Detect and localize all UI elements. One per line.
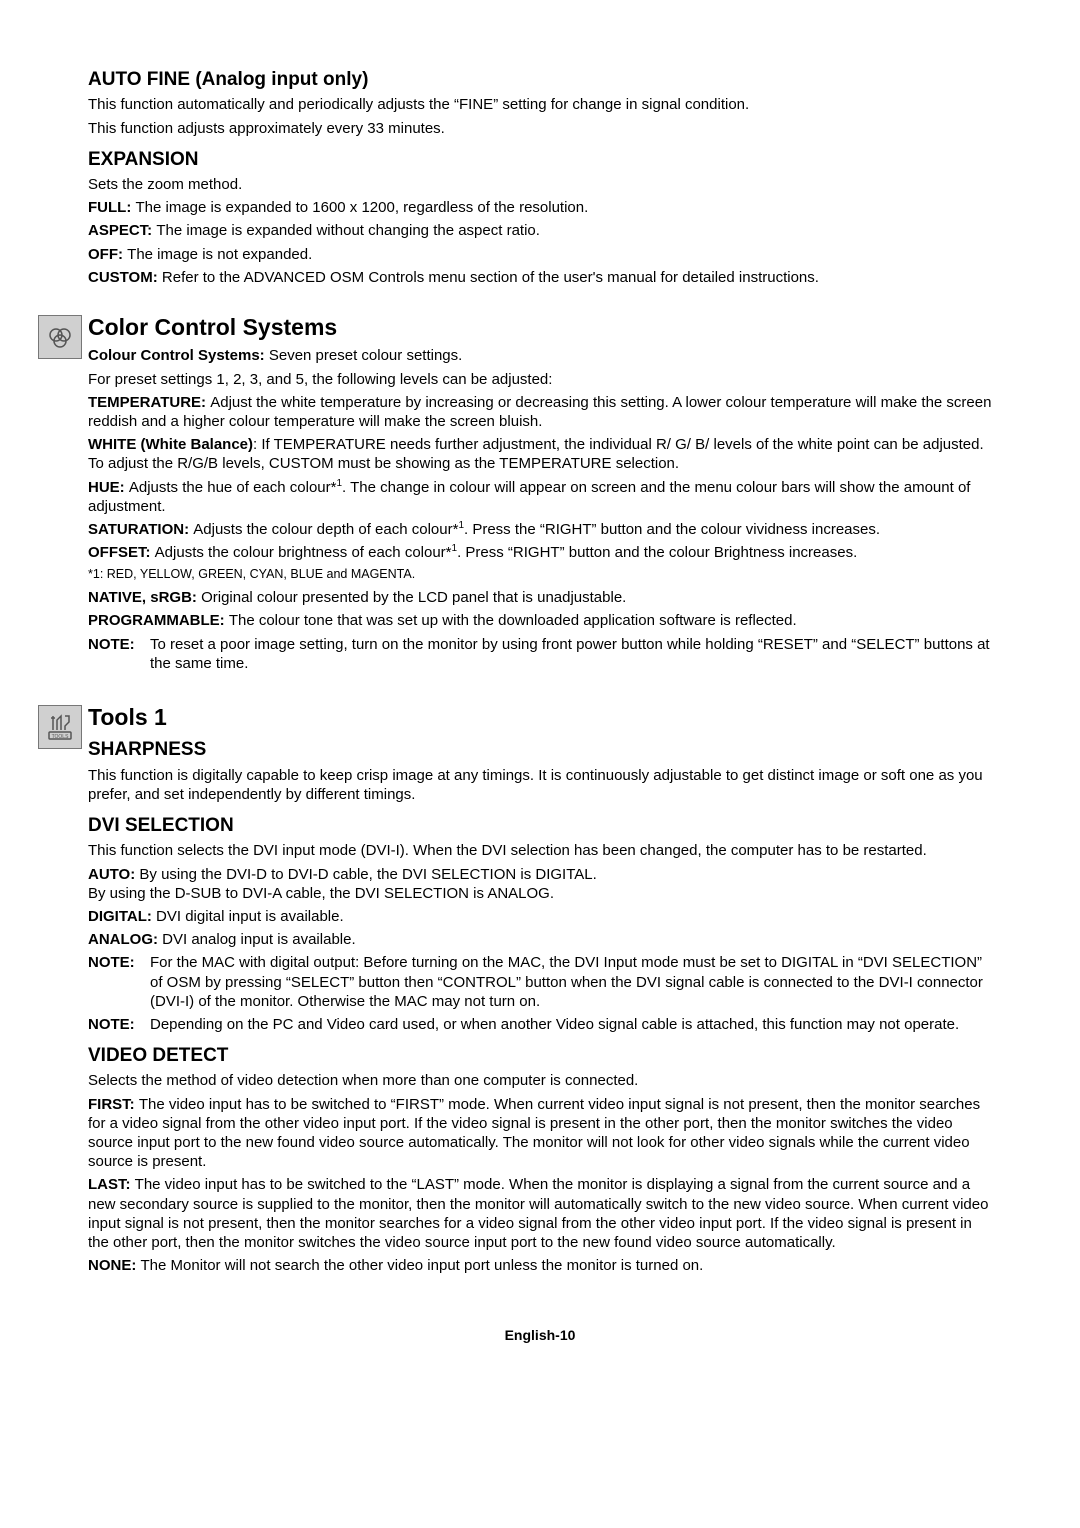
row-white: WHITE (White Balance): If TEMPERATURE ne… [88, 435, 992, 473]
label-white: WHITE (White Balance) [88, 436, 253, 453]
label-ccs: Colour Control Systems: [88, 347, 269, 364]
text-digital: DVI digital input is available. [156, 908, 344, 925]
label-hue: HUE: [88, 479, 129, 496]
row-analog: ANALOG: DVI analog input is available. [88, 930, 992, 949]
row-programmable: PROGRAMMABLE: The colour tone that was s… [88, 611, 992, 630]
heading-dvisel: DVI SELECTION [88, 814, 992, 838]
heading-sharpness: SHARPNESS [88, 738, 992, 762]
label-native: NATIVE, sRGB: [88, 589, 201, 606]
heading-color: Color Control Systems [88, 313, 992, 342]
label-last: LAST: [88, 1176, 135, 1193]
text-autofine-1: This function automatically and periodic… [88, 95, 992, 114]
row-custom: CUSTOM: Refer to the ADVANCED OSM Contro… [88, 268, 992, 287]
section-tools: TOOLS Tools 1 SHARPNESS This function is… [88, 703, 992, 1279]
icon-col-tools: TOOLS [32, 703, 88, 749]
text-none: The Monitor will not search the other vi… [141, 1257, 704, 1274]
note-label-color: NOTE: [88, 635, 150, 673]
text-hue-a: Adjusts the hue of each colour* [129, 479, 337, 496]
heading-tools: Tools 1 [88, 703, 992, 732]
text-temperature: Adjust the white temperature by increasi… [88, 394, 991, 430]
heading-videodetect: VIDEO DETECT [88, 1044, 992, 1068]
text-native: Original colour presented by the LCD pan… [201, 589, 626, 606]
label-offset: OFFSET: [88, 544, 155, 561]
text-ccs: Seven preset colour settings. [269, 347, 462, 364]
row-offset: OFFSET: Adjusts the colour brightness of… [88, 543, 992, 562]
label-full: FULL: [88, 199, 135, 216]
rgb-icon [38, 315, 82, 359]
text-programmable: The colour tone that was set up with the… [229, 612, 797, 629]
label-saturation: SATURATION: [88, 521, 193, 538]
text-video-intro: Selects the method of video detection wh… [88, 1071, 992, 1090]
section-autofine: AUTO FINE (Analog input only) This funct… [88, 68, 992, 138]
text-autofine-2: This function adjusts approximately ever… [88, 119, 992, 138]
label-aspect: ASPECT: [88, 222, 156, 239]
label-analog: ANALOG: [88, 931, 162, 948]
text-first: The video input has to be switched to “F… [88, 1096, 980, 1171]
icon-col-color [32, 313, 88, 359]
text-footnote: *1: RED, YELLOW, GREEN, CYAN, BLUE and M… [88, 566, 992, 582]
text-dvisel-intro: This function selects the DVI input mode… [88, 841, 992, 860]
heading-autofine: AUTO FINE (Analog input only) [88, 68, 992, 92]
text-auto-a: By using the DVI-D to DVI-D cable, the D… [139, 866, 596, 883]
row-last: LAST: The video input has to be switched… [88, 1175, 992, 1252]
label-off: OFF: [88, 246, 127, 263]
row-saturation: SATURATION: Adjusts the colour depth of … [88, 520, 992, 539]
note-tools-1: NOTE: For the MAC with digital output: B… [88, 953, 992, 1011]
row-auto: AUTO: By using the DVI-D to DVI-D cable,… [88, 865, 992, 884]
row-aspect: ASPECT: The image is expanded without ch… [88, 221, 992, 240]
row-ccs: Colour Control Systems: Seven preset col… [88, 346, 992, 365]
tools-icon: TOOLS [38, 705, 82, 749]
text-full: The image is expanded to 1600 x 1200, re… [135, 199, 588, 216]
text-sharpness: This function is digitally capable to ke… [88, 766, 992, 804]
label-auto: AUTO: [88, 866, 139, 883]
label-first: FIRST: [88, 1096, 139, 1113]
text-auto-b: By using the D-SUB to DVI-A cable, the D… [88, 884, 992, 903]
text-sat-a: Adjusts the colour depth of each colour* [193, 521, 458, 538]
text-off: The image is not expanded. [127, 246, 312, 263]
note2-label: NOTE: [88, 1015, 150, 1034]
row-native: NATIVE, sRGB: Original colour presented … [88, 588, 992, 607]
page-footer: English-10 [88, 1327, 992, 1345]
text-sat-b: . Press the “RIGHT” button and the colou… [464, 521, 880, 538]
text-off-a: Adjusts the colour brightness of each co… [155, 544, 452, 561]
note1-label: NOTE: [88, 953, 150, 1011]
note-color: NOTE: To reset a poor image setting, tur… [88, 635, 992, 673]
text-custom: Refer to the ADVANCED OSM Controls menu … [162, 269, 819, 286]
text-expansion-intro: Sets the zoom method. [88, 175, 992, 194]
row-off: OFF: The image is not expanded. [88, 245, 992, 264]
text-last: The video input has to be switched to th… [88, 1176, 988, 1251]
label-programmable: PROGRAMMABLE: [88, 612, 229, 629]
note-tools-2: NOTE: Depending on the PC and Video card… [88, 1015, 992, 1034]
note2-text: Depending on the PC and Video card used,… [150, 1015, 992, 1034]
row-first: FIRST: The video input has to be switche… [88, 1095, 992, 1172]
svg-text:TOOLS: TOOLS [52, 734, 70, 740]
label-temperature: TEMPERATURE: [88, 394, 210, 411]
row-none: NONE: The Monitor will not search the ot… [88, 1256, 992, 1275]
text-ccs-presets: For preset settings 1, 2, 3, and 5, the … [88, 370, 992, 389]
row-full: FULL: The image is expanded to 1600 x 12… [88, 198, 992, 217]
heading-expansion: EXPANSION [88, 148, 992, 172]
row-hue: HUE: Adjusts the hue of each colour*1. T… [88, 478, 992, 516]
text-analog: DVI analog input is available. [162, 931, 355, 948]
text-off-b: . Press “RIGHT” button and the colour Br… [457, 544, 857, 561]
note1-text: For the MAC with digital output: Before … [150, 953, 992, 1011]
label-custom: CUSTOM: [88, 269, 162, 286]
section-color: Color Control Systems Colour Control Sys… [88, 313, 992, 677]
row-temperature: TEMPERATURE: Adjust the white temperatur… [88, 393, 992, 431]
note-text-color: To reset a poor image setting, turn on t… [150, 635, 992, 673]
label-none: NONE: [88, 1257, 141, 1274]
label-digital: DIGITAL: [88, 908, 156, 925]
text-aspect: The image is expanded without changing t… [156, 222, 540, 239]
row-digital: DIGITAL: DVI digital input is available. [88, 907, 992, 926]
section-expansion: EXPANSION Sets the zoom method. FULL: Th… [88, 148, 992, 287]
